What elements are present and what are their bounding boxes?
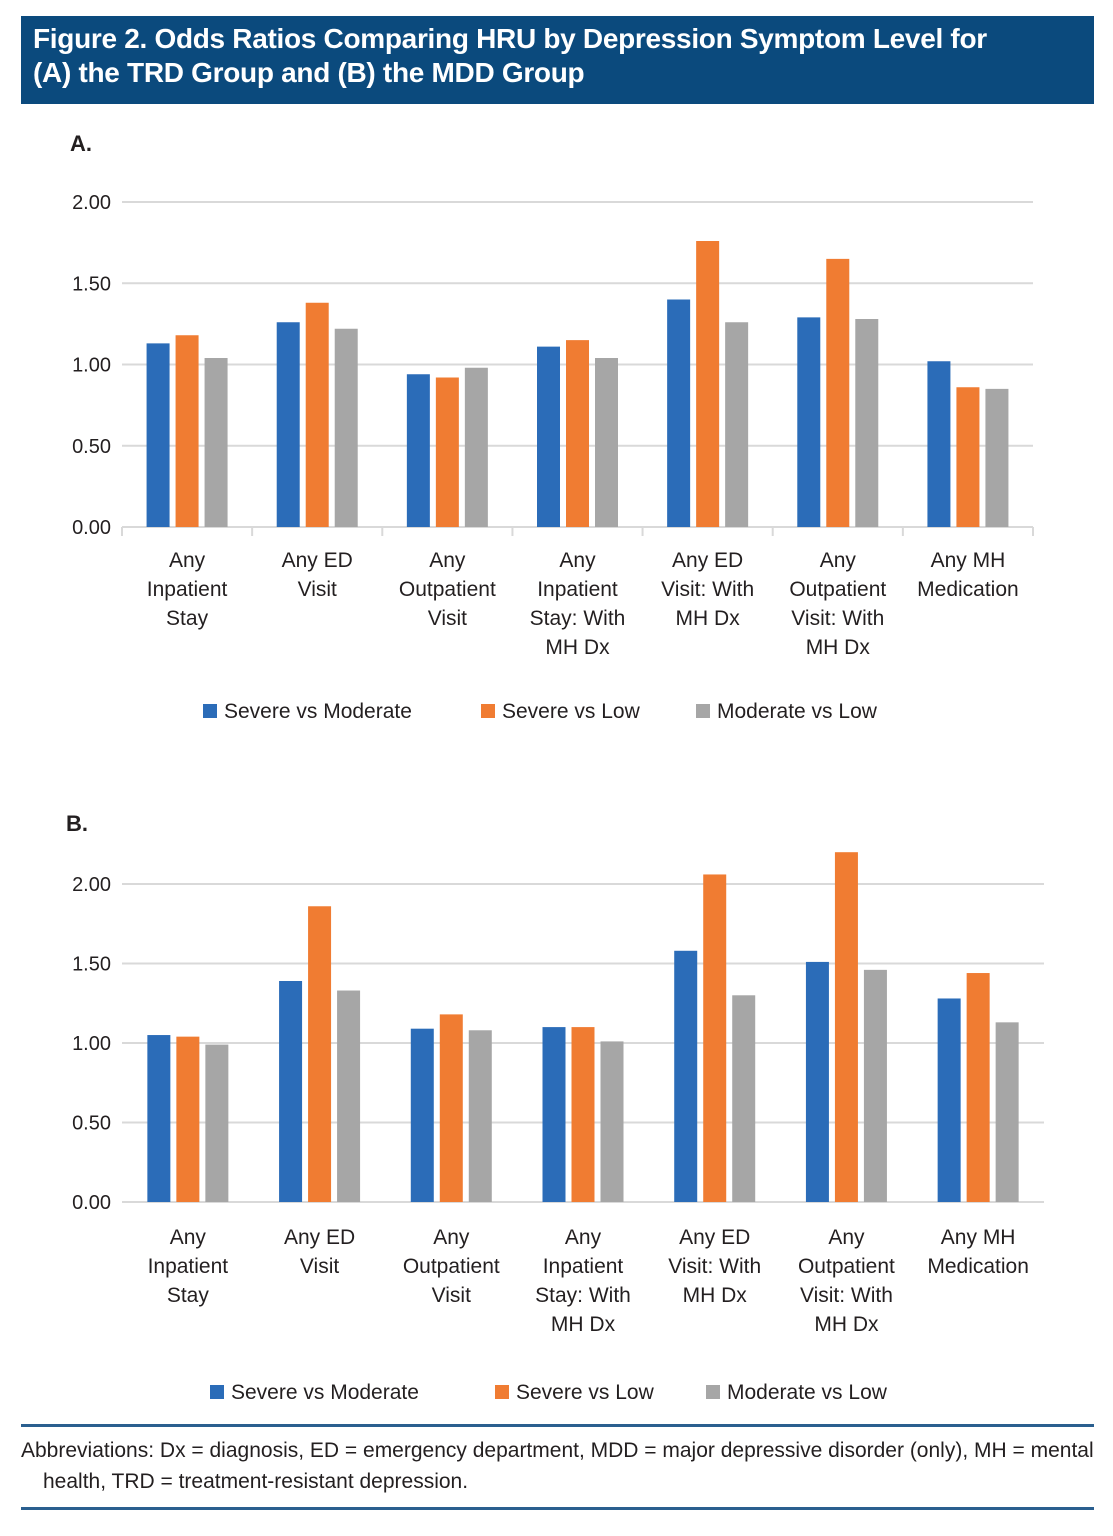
- bar-moderate-vs-low: Moderate vs Low: 1.04: [595, 358, 618, 527]
- x-category-label: Any Inpatient Stay: [147, 549, 228, 630]
- bar-moderate-vs-low: Moderate vs Low: 1.26: [725, 322, 749, 527]
- legend-label: Severe vs Moderate: [231, 1381, 419, 1404]
- footnote-text: Abbreviations: Dx = diagnosis, ED = emer…: [21, 1439, 1094, 1493]
- x-category-label: Any ED Visit: With MH Dx: [661, 549, 754, 630]
- bar-moderate-vs-low: Moderate vs Low: 1.46: [863, 969, 887, 1202]
- bar-severe-vs-low: Severe vs Low: 0.86: [956, 387, 980, 527]
- y-tick-label: 1.00: [72, 1033, 111, 1055]
- bar-severe-vs-moderate: Severe vs Moderate: 1.58: [674, 950, 698, 1202]
- bar-severe-vs-moderate: Severe vs Moderate: 1.29: [797, 317, 821, 527]
- y-tick-label: 0.00: [72, 517, 111, 539]
- y-tick-label: 0.00: [72, 1192, 111, 1214]
- panel-label: A.: [70, 131, 92, 156]
- bar-moderate-vs-low: Moderate vs Low: 1.04: [204, 358, 228, 527]
- bar-severe-vs-moderate: Severe vs Moderate: 0.94: [406, 374, 430, 527]
- bar-severe-vs-moderate: Severe vs Moderate: 1.26: [276, 322, 300, 527]
- bar-severe-vs-low: Severe vs Low: 1.04: [176, 1036, 200, 1202]
- legend-item: Severe vs Moderate: [203, 700, 412, 723]
- x-category-label: Any Outpatient Visit: [399, 549, 496, 630]
- legend-item: Severe vs Low: [481, 700, 641, 723]
- x-category-label: Any ED Visit: With MH Dx: [668, 1226, 761, 1307]
- bar-moderate-vs-low: Moderate vs Low: 1.08: [468, 1030, 492, 1202]
- legend-swatch: [495, 1385, 509, 1399]
- legend-item: Severe vs Low: [495, 1381, 655, 1404]
- legend-swatch: [210, 1385, 224, 1399]
- chart-panel-a: A. 0.00 0.50 1.00 1.50 2.00 Severe vs Moderate…: [70, 131, 1034, 723]
- legend-item: Severe vs Moderate: [210, 1381, 419, 1404]
- legend-label: Severe vs Low: [516, 1381, 655, 1404]
- x-category-label: Any MH Medication: [917, 549, 1019, 601]
- bar-severe-vs-low: Severe vs Low: 1.44: [966, 973, 990, 1202]
- y-tick-label: 1.50: [72, 954, 111, 976]
- legend-swatch: [481, 704, 495, 718]
- bar-severe-vs-low: Severe vs Low: 1.18: [439, 1014, 463, 1202]
- bar-severe-vs-moderate: Severe vs Moderate: 1.13: [146, 343, 170, 527]
- panel-label: B.: [66, 811, 88, 836]
- legend-label: Moderate vs Low: [727, 1381, 888, 1404]
- bar-moderate-vs-low: Moderate vs Low: 0.98: [464, 367, 488, 527]
- bar-severe-vs-moderate: Severe vs Moderate: 1.39: [279, 980, 303, 1202]
- bar-moderate-vs-low: Moderate vs Low: 1.22: [334, 328, 358, 527]
- bar-moderate-vs-low: Moderate vs Low: 1.01: [600, 1041, 624, 1202]
- bar-moderate-vs-low: Moderate vs Low: 1.28: [855, 319, 879, 527]
- bar-severe-vs-low: Severe vs Low: 1.10: [571, 1027, 595, 1202]
- bar-severe-vs-low: Severe vs Low: 1.38: [305, 302, 329, 527]
- bar-severe-vs-low: Severe vs Low: 1.18: [175, 335, 199, 527]
- x-category-label: Any MH Medication: [927, 1226, 1029, 1278]
- legend-swatch: [203, 704, 217, 718]
- x-category-label: Any ED Visit: [284, 1226, 355, 1278]
- bar-severe-vs-moderate: Severe vs Moderate: 1.05: [147, 1035, 171, 1202]
- abbreviations-footnote: Abbreviations: Dx = diagnosis, ED = emer…: [21, 1424, 1094, 1510]
- x-category-label: Any Outpatient Visit: With MH Dx: [789, 549, 886, 659]
- bar-severe-vs-moderate: Severe vs Moderate: 1.11: [537, 346, 560, 527]
- y-tick-label: 2.00: [72, 192, 111, 214]
- y-tick-label: 1.50: [72, 273, 111, 295]
- bar-severe-vs-moderate: Severe vs Moderate: 1.02: [927, 361, 951, 527]
- chart-panel-b: B. 0.00 0.50 1.00 1.50 2.00 Severe vs Moderate…: [66, 811, 1044, 1404]
- legend-swatch: [706, 1385, 720, 1399]
- y-tick-label: 0.50: [72, 1113, 111, 1135]
- y-tick-label: 1.00: [72, 355, 111, 377]
- x-category-label: Any Inpatient Stay: [148, 1226, 229, 1307]
- x-category-label: Any Inpatient Stay: With MH Dx: [535, 1226, 631, 1336]
- y-tick-label: 2.00: [72, 874, 111, 896]
- bar-severe-vs-moderate: Severe vs Moderate: 1.10: [542, 1027, 566, 1202]
- y-tick-label: 0.50: [72, 436, 111, 458]
- bar-severe-vs-moderate: Severe vs Moderate: 1.51: [805, 961, 829, 1202]
- bar-severe-vs-moderate: Severe vs Moderate: 1.40: [667, 299, 691, 527]
- x-category-label: Any Inpatient Stay: With MH Dx: [530, 549, 626, 659]
- legend-label: Severe vs Moderate: [224, 700, 412, 723]
- legend-label: Severe vs Low: [502, 700, 641, 723]
- bar-moderate-vs-low: Moderate vs Low: 1.13: [995, 1022, 1019, 1202]
- x-category-label: Any Outpatient Visit: [403, 1226, 500, 1307]
- bar-severe-vs-moderate: Severe vs Moderate: 1.09: [410, 1028, 434, 1202]
- bar-severe-vs-moderate: Severe vs Moderate: 1.28: [937, 998, 961, 1202]
- figure-title-bar: Figure 2. Odds Ratios Comparing HRU by D…: [21, 16, 1094, 104]
- figure-title-line-1: Figure 2. Odds Ratios Comparing HRU by D…: [33, 23, 987, 54]
- bar-severe-vs-low: Severe vs Low: 1.15: [566, 340, 589, 527]
- bar-severe-vs-low: Severe vs Low: 2.06: [703, 874, 727, 1202]
- x-category-label: Any ED Visit: [282, 549, 353, 601]
- legend-label: Moderate vs Low: [717, 700, 878, 723]
- bar-moderate-vs-low: Moderate vs Low: 1.30: [732, 995, 756, 1202]
- bar-severe-vs-low: Severe vs Low: 2.20: [834, 852, 858, 1202]
- bar-severe-vs-low: Severe vs Low: 1.76: [696, 241, 720, 527]
- bar-severe-vs-low: Severe vs Low: 1.65: [826, 258, 850, 527]
- bar-moderate-vs-low: Moderate vs Low: 0.99: [205, 1044, 229, 1202]
- bar-moderate-vs-low: Moderate vs Low: 0.85: [985, 388, 1009, 527]
- legend-item: Moderate vs Low: [696, 700, 878, 723]
- bar-moderate-vs-low: Moderate vs Low: 1.33: [337, 990, 361, 1202]
- bar-severe-vs-low: Severe vs Low: 1.86: [308, 906, 332, 1202]
- legend-swatch: [696, 704, 710, 718]
- figure-title-line-2: (A) the TRD Group and (B) the MDD Group: [33, 57, 585, 88]
- x-category-label: Any Outpatient Visit: With MH Dx: [798, 1226, 895, 1336]
- legend-item: Moderate vs Low: [706, 1381, 888, 1404]
- bar-severe-vs-low: Severe vs Low: 0.92: [435, 377, 459, 527]
